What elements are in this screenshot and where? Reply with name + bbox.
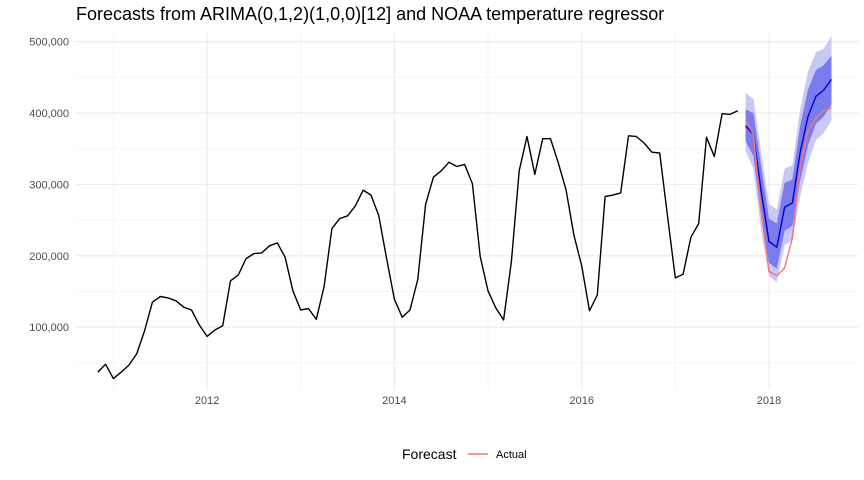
y-tick-label: 500,000 bbox=[29, 37, 69, 49]
y-tick-label: 200,000 bbox=[29, 251, 69, 263]
y-axis: 100,000 200,000 300,000 400,000 500,000 bbox=[29, 37, 69, 335]
forecast-mean-line bbox=[745, 78, 833, 248]
y-tick-label: 100,000 bbox=[29, 322, 69, 334]
legend: Forecast Actual bbox=[402, 446, 527, 462]
interval-80-band bbox=[745, 55, 832, 269]
y-tick-label: 400,000 bbox=[29, 108, 69, 120]
chart-title: Forecasts from ARIMA(0,1,2)(1,0,0)[12] a… bbox=[76, 4, 664, 24]
legend-label-actual: Actual bbox=[496, 449, 527, 461]
y-tick-label: 300,000 bbox=[29, 179, 69, 191]
x-tick-label: 2014 bbox=[382, 395, 406, 407]
history-line bbox=[97, 110, 739, 380]
x-axis: 2012 2014 2016 2018 bbox=[195, 395, 781, 407]
x-tick-label: 2016 bbox=[569, 395, 593, 407]
series-lines bbox=[97, 78, 833, 380]
grid bbox=[76, 33, 858, 390]
prediction-intervals bbox=[745, 35, 832, 283]
x-tick-label: 2018 bbox=[757, 395, 781, 407]
actual-line bbox=[744, 107, 832, 277]
legend-title: Forecast bbox=[402, 446, 457, 462]
x-tick-label: 2012 bbox=[195, 395, 219, 407]
